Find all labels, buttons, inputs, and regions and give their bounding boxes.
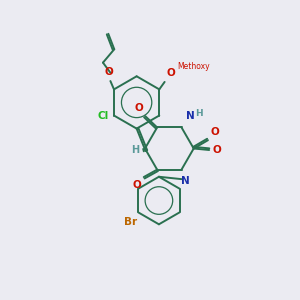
Text: O: O	[104, 67, 113, 77]
Text: N: N	[181, 176, 189, 186]
Text: Methoxy: Methoxy	[177, 61, 210, 70]
Text: O: O	[132, 180, 141, 190]
Text: N: N	[186, 112, 195, 122]
Text: Br: Br	[124, 217, 137, 227]
Text: O: O	[210, 127, 219, 137]
Text: O: O	[134, 103, 143, 112]
Text: H: H	[195, 110, 202, 118]
Text: O: O	[213, 145, 221, 155]
Text: Cl: Cl	[98, 111, 109, 121]
Text: O: O	[167, 68, 176, 78]
Text: H: H	[131, 145, 139, 155]
